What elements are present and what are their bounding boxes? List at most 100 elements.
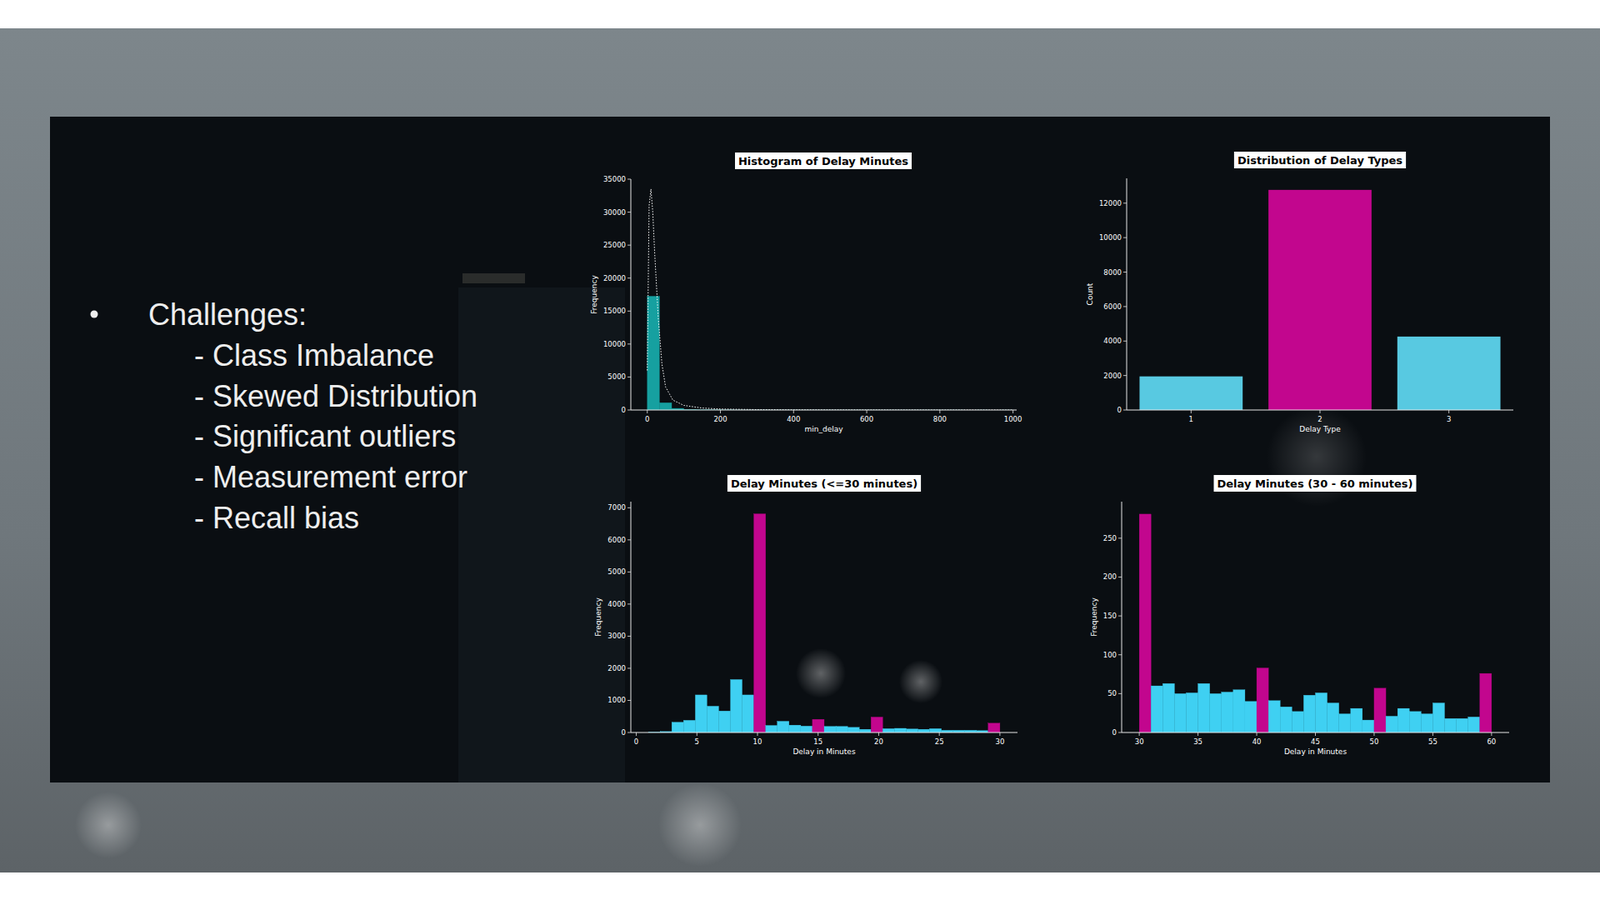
x-tick-label: 40: [1252, 737, 1262, 746]
plot-area: [1139, 190, 1500, 410]
y-tick: [627, 700, 631, 701]
histogram-bar: [847, 727, 860, 733]
building-top: [462, 273, 525, 284]
chart: Distribution of Delay Types1230200040006…: [1085, 151, 1514, 434]
y-tick-label: 15000: [603, 306, 626, 315]
histogram-bar: [835, 726, 848, 733]
x-tick: [999, 732, 1000, 736]
chart: Delay Minutes (<=30 minutes)051015202530…: [594, 475, 1018, 756]
x-tick-label: 0: [634, 737, 639, 746]
histogram-bar: [930, 728, 942, 733]
histogram-bar: [1409, 711, 1421, 733]
y-axis-line: [630, 179, 632, 410]
x-tick: [757, 732, 759, 736]
x-tick-label: 0: [645, 415, 650, 424]
y-tick: [627, 179, 631, 180]
y-tick-label: 200: [1103, 572, 1117, 581]
histogram-bar: [1315, 692, 1328, 733]
histogram-bar: [1327, 703, 1340, 733]
x-tick: [939, 410, 940, 414]
title: Distribution of Delay Types: [1237, 154, 1403, 167]
y-tick: [627, 410, 631, 411]
panel: [50, 116, 1550, 783]
title-box: Distribution of Delay Types: [1234, 151, 1406, 169]
y-tick: [1118, 537, 1122, 539]
histogram-bar: [1397, 708, 1410, 733]
x-tick: [817, 732, 819, 736]
histogram-bar: [718, 710, 730, 733]
x-tick-label: 1000: [1004, 415, 1023, 424]
y-tick: [1123, 375, 1127, 376]
y-tick-label: 4000: [607, 600, 626, 609]
histogram-bar: [777, 721, 790, 733]
y-tick-label: 2000: [607, 664, 626, 673]
histogram-bar: [812, 719, 825, 733]
histogram-bar: [800, 725, 813, 733]
x-tick-label: 200: [713, 415, 727, 424]
x-tick: [1012, 410, 1014, 414]
x-axis-label: min_delay: [804, 425, 844, 434]
x-tick-label: 25: [935, 737, 945, 746]
y-tick-label: 50: [1107, 689, 1117, 698]
y-tick: [627, 667, 631, 669]
street-light: [899, 660, 943, 704]
histogram-bar: [1468, 716, 1480, 733]
bar: [1139, 376, 1243, 410]
x-tick: [1315, 732, 1316, 736]
x-tick: [635, 732, 637, 736]
y-tick-label: 0: [621, 405, 626, 415]
x-tick-label: 400: [786, 415, 800, 424]
x-tick: [793, 410, 795, 414]
bar: [1268, 190, 1372, 410]
histogram-bar: [1245, 701, 1257, 733]
y-tick: [1118, 693, 1122, 695]
title-box: Delay Minutes (<=30 minutes): [727, 475, 921, 492]
y-axis-line: [630, 501, 632, 733]
histogram-bar: [765, 725, 778, 733]
y-tick-label: 4000: [1103, 336, 1122, 345]
histogram-bar: [1233, 690, 1245, 733]
y-tick: [627, 539, 631, 540]
histogram-bar: [695, 695, 707, 733]
histogram-bar: [730, 679, 743, 733]
x-axis-line: [630, 410, 1017, 411]
title-box: Delay Minutes (30 - 60 minutes): [1214, 475, 1417, 492]
y-tick: [1118, 576, 1122, 578]
histogram-bar: [1162, 683, 1175, 733]
y-tick-label: 150: [1103, 611, 1117, 620]
y-tick-label: 25000: [603, 240, 626, 250]
histogram-bar: [754, 514, 766, 733]
bar: [1397, 336, 1501, 410]
y-tick: [1123, 271, 1127, 273]
y-tick-label: 35000: [603, 175, 626, 184]
bullet-item: - Measurement error: [194, 460, 468, 495]
histogram-bar: [859, 729, 871, 733]
y-tick: [1123, 305, 1127, 307]
histogram-bar: [1420, 714, 1433, 733]
y-tick-label: 0: [1117, 405, 1122, 415]
x-tick: [1197, 732, 1199, 736]
x-tick: [866, 410, 868, 414]
page: [0, 0, 1600, 900]
y-tick-label: 10000: [1099, 233, 1122, 242]
y-tick: [627, 211, 631, 213]
bullet-item: - Significant outliers: [194, 419, 456, 454]
x-tick: [646, 410, 648, 414]
y-tick-label: 5000: [607, 567, 626, 576]
x-tick: [1256, 732, 1258, 736]
histogram-bar: [1350, 708, 1363, 733]
histogram-bar: [870, 717, 883, 733]
x-tick: [939, 732, 940, 736]
title: Delay Minutes (<=30 minutes): [730, 477, 918, 490]
histogram-bar: [1139, 514, 1151, 733]
histogram-bar: [988, 723, 1000, 733]
x-axis-label: Delay Type: [1299, 425, 1341, 434]
histogram-bar: [1198, 683, 1210, 733]
y-tick: [1123, 237, 1127, 239]
x-tick-label: 35: [1193, 737, 1203, 746]
title-background: [727, 475, 921, 492]
y-tick-label: 250: [1103, 534, 1117, 543]
x-tick-label: 5: [695, 737, 700, 746]
histogram-bar: [1186, 692, 1199, 733]
y-tick-label: 6000: [1103, 302, 1122, 311]
